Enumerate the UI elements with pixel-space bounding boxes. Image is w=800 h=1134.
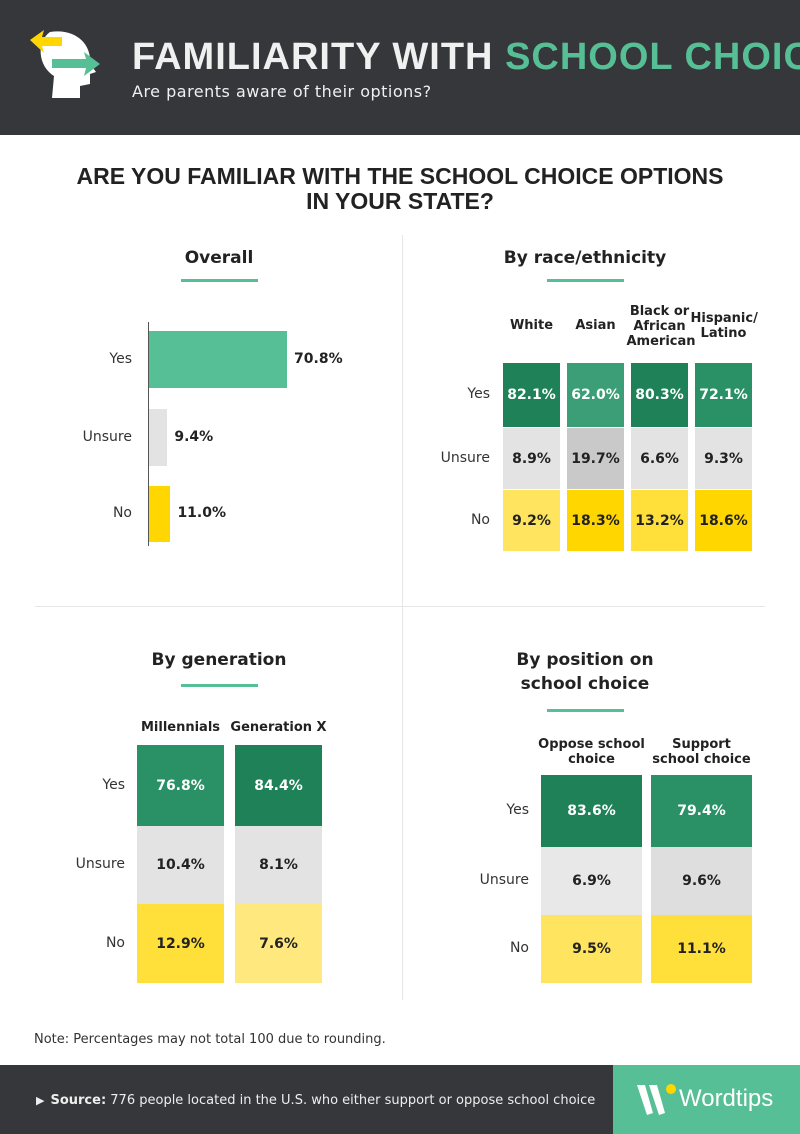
heatmap-cell: 12.9% [137, 904, 224, 983]
row-label: No [470, 511, 490, 528]
footer: ▶ Source: 776 people located in the U.S. … [0, 1065, 800, 1134]
section-underline [181, 684, 258, 687]
section-underline [181, 279, 258, 282]
infographic-title: FAMILIARITY WITH SCHOOL CHOICE [132, 36, 800, 78]
bar-value-label: 9.4% [174, 428, 214, 445]
column-header: Hispanic/ Latino [690, 311, 758, 341]
section-title: By position on school choice [516, 650, 654, 694]
column-header: Millennials [140, 720, 221, 735]
bar-category-label: No [112, 505, 132, 521]
column-header: White [509, 318, 554, 333]
row-label: Unsure [479, 872, 529, 888]
heatmap-cell: 7.6% [235, 904, 322, 983]
bar [149, 409, 168, 466]
heatmap-cell: 83.6% [541, 775, 642, 847]
column-header: Support school choice [652, 737, 751, 767]
question-title: ARE YOU FAMILIAR WITH THE SCHOOL CHOICE … [76, 163, 724, 214]
section-underline [547, 279, 624, 282]
heatmap-cell: 9.2% [503, 490, 560, 551]
heatmap-cell: 8.1% [235, 826, 322, 904]
source-text: ▶ Source: 776 people located in the U.S. … [36, 1093, 596, 1108]
heatmap-cell: 8.9% [503, 428, 560, 489]
column-header: Oppose school choice [538, 737, 645, 767]
heatmap-cell: 10.4% [137, 826, 224, 904]
row-label: Yes [506, 802, 529, 818]
column-header: Asian [575, 318, 616, 333]
heatmap-cell: 11.1% [651, 915, 752, 983]
heatmap-cell: 6.9% [541, 847, 642, 915]
head-arrows-icon [30, 30, 100, 98]
heatmap-cell: 9.5% [541, 915, 642, 983]
heatmap-cell: 72.1% [695, 363, 752, 427]
row-label: Yes [102, 776, 125, 793]
heatmap-cell: 9.3% [695, 428, 752, 489]
heatmap-cell: 19.7% [567, 428, 624, 489]
bar-value-label: 70.8% [294, 350, 343, 367]
horizontal-divider [35, 606, 765, 607]
rounding-note: Note: Percentages may not total 100 due … [34, 1032, 386, 1047]
vertical-divider [402, 235, 403, 1000]
w-logo-icon [637, 1084, 676, 1115]
column-header: Black or African American [626, 304, 696, 349]
row-label: No [509, 940, 529, 956]
heatmap-cell: 79.4% [651, 775, 752, 847]
bar [149, 331, 288, 388]
bar-category-label: Yes [109, 350, 132, 367]
heatmap-cell: 80.3% [631, 363, 688, 427]
heatmap-cell: 13.2% [631, 490, 688, 551]
header: FAMILIARITY WITH SCHOOL CHOICE Are paren… [0, 0, 800, 135]
bar-value-label: 11.0% [177, 505, 227, 521]
heatmap-cell: 6.6% [631, 428, 688, 489]
wordtips-logo: Wordtips [613, 1065, 800, 1134]
heatmap-cell: 76.8% [137, 745, 224, 826]
row-label: Yes [467, 386, 490, 402]
heatmap-cell: 82.1% [503, 363, 560, 427]
section-title: Overall [184, 248, 254, 268]
row-label: No [105, 934, 125, 951]
heatmap-cell: 9.6% [651, 847, 752, 915]
row-label: Unsure [440, 449, 490, 466]
play-icon: ▶ [36, 1094, 45, 1107]
section-title: By generation [151, 650, 287, 670]
row-label: Unsure [75, 856, 125, 872]
infographic-subtitle: Are parents aware of their options? [132, 82, 432, 101]
bar-category-label: Unsure [82, 428, 132, 445]
heatmap-cell: 62.0% [567, 363, 624, 427]
heatmap-cell: 84.4% [235, 745, 322, 826]
axis-line [148, 322, 149, 546]
bar [149, 486, 171, 542]
section-underline [547, 709, 624, 712]
heatmap-cell: 18.3% [567, 490, 624, 551]
heatmap-cell: 18.6% [695, 490, 752, 551]
column-header: Generation X [230, 720, 327, 735]
section-title: By race/ethnicity [503, 248, 667, 268]
